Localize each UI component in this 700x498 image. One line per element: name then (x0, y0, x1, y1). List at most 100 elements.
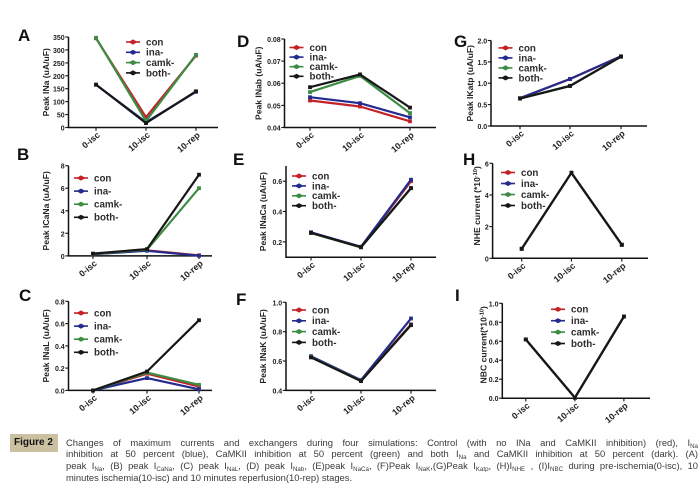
svg-text:2: 2 (485, 225, 489, 232)
svg-text:0.2: 0.2 (489, 377, 499, 384)
svg-text:0.0: 0.0 (489, 396, 499, 403)
svg-text:camk-: camk- (146, 58, 174, 69)
svg-text:10-isc: 10-isc (555, 401, 581, 425)
svg-text:8: 8 (61, 164, 65, 171)
svg-text:50: 50 (57, 113, 65, 120)
svg-text:10-rep: 10-rep (389, 129, 416, 154)
svg-text:6: 6 (61, 186, 65, 193)
svg-text:0.04: 0.04 (267, 126, 281, 133)
svg-text:0-isc: 0-isc (294, 130, 316, 151)
svg-text:D: D (237, 32, 249, 51)
svg-text:camk-: camk- (94, 200, 122, 211)
svg-text:con: con (146, 37, 163, 48)
svg-text:camk-: camk- (312, 327, 340, 338)
svg-text:1.0: 1.0 (272, 300, 282, 307)
svg-text:Peak IKatp (uA/uF): Peak IKatp (uA/uF) (465, 45, 475, 122)
svg-text:0.08: 0.08 (267, 37, 281, 44)
svg-text:both-: both- (94, 213, 118, 224)
svg-text:Peak INa (uA/uF): Peak INa (uA/uF) (41, 48, 51, 116)
svg-text:10-rep: 10-rep (175, 129, 202, 154)
svg-text:F: F (236, 290, 246, 309)
svg-text:ina-: ina- (94, 187, 111, 198)
svg-text:0.6: 0.6 (272, 179, 282, 186)
svg-text:1.0: 1.0 (477, 81, 487, 88)
svg-text:0-isc: 0-isc (77, 393, 99, 414)
svg-text:A: A (18, 26, 30, 45)
svg-text:both-: both- (310, 72, 334, 83)
svg-text:both-: both- (94, 348, 118, 359)
svg-text:0.6: 0.6 (489, 339, 499, 346)
svg-text:10-rep: 10-rep (600, 128, 627, 153)
svg-text:0-isc: 0-isc (77, 258, 99, 279)
svg-text:0.5: 0.5 (477, 103, 487, 110)
svg-text:I: I (455, 286, 460, 305)
svg-text:H: H (463, 150, 475, 169)
svg-text:0-isc: 0-isc (504, 128, 526, 149)
svg-text:con: con (310, 43, 327, 54)
svg-text:Peak INaK (uA/uF): Peak INaK (uA/uF) (258, 309, 268, 384)
svg-text:10-isc: 10-isc (127, 393, 153, 417)
svg-text:NBC current(*10-10): NBC current(*10-10) (478, 306, 488, 383)
svg-text:0.4: 0.4 (489, 358, 499, 365)
svg-text:0.05: 0.05 (267, 103, 281, 110)
svg-text:1.0: 1.0 (489, 301, 499, 308)
svg-text:10-isc: 10-isc (341, 260, 367, 284)
svg-text:0.0: 0.0 (477, 124, 487, 131)
svg-text:camk-: camk- (312, 191, 340, 202)
svg-text:both-: both- (571, 339, 595, 350)
svg-text:NHE current (*10-10): NHE current (*10-10) (472, 166, 482, 245)
svg-text:E: E (233, 150, 244, 169)
svg-text:2.0: 2.0 (477, 39, 487, 46)
svg-text:0.8: 0.8 (272, 330, 282, 337)
svg-text:4: 4 (485, 193, 489, 200)
svg-text:10-rep: 10-rep (390, 259, 417, 284)
svg-text:0.4: 0.4 (55, 344, 65, 351)
svg-text:10-rep: 10-rep (601, 260, 628, 285)
svg-text:both-: both- (312, 338, 336, 349)
svg-text:0.0: 0.0 (55, 388, 65, 395)
svg-text:camk-: camk- (519, 63, 547, 74)
svg-text:ina-: ina- (312, 316, 329, 327)
svg-text:10-rep: 10-rep (603, 400, 630, 425)
svg-text:150: 150 (53, 87, 65, 94)
svg-text:0.2: 0.2 (272, 240, 282, 247)
svg-text:0-isc: 0-isc (295, 393, 317, 414)
svg-text:camk-: camk- (521, 190, 549, 201)
svg-text:10-rep: 10-rep (178, 258, 205, 283)
svg-text:0.2: 0.2 (55, 366, 65, 373)
svg-text:0.07: 0.07 (267, 59, 281, 66)
svg-text:0: 0 (61, 254, 65, 261)
svg-text:2: 2 (61, 231, 65, 238)
svg-text:con: con (312, 171, 329, 182)
svg-text:10-isc: 10-isc (126, 130, 152, 154)
svg-text:C: C (19, 286, 31, 305)
svg-text:camk-: camk- (94, 335, 122, 346)
svg-text:100: 100 (53, 100, 65, 107)
svg-text:10-rep: 10-rep (178, 392, 205, 417)
svg-text:0: 0 (485, 256, 489, 263)
svg-text:10-isc: 10-isc (552, 261, 578, 285)
svg-text:ina-: ina- (571, 316, 588, 327)
svg-text:con: con (571, 305, 588, 316)
svg-text:both-: both- (519, 73, 543, 84)
svg-text:0-isc: 0-isc (510, 401, 532, 422)
svg-text:1.5: 1.5 (477, 60, 487, 67)
svg-text:10-rep: 10-rep (390, 392, 417, 417)
svg-text:0-isc: 0-isc (506, 261, 528, 282)
svg-text:both-: both- (521, 201, 545, 212)
svg-text:0.4: 0.4 (272, 210, 282, 217)
svg-text:ina-: ina- (310, 53, 327, 64)
svg-text:con: con (94, 308, 111, 319)
svg-text:Peak INab (uA/uF): Peak INab (uA/uF) (254, 46, 264, 120)
svg-text:con: con (521, 168, 538, 179)
svg-text:ina-: ina- (519, 53, 536, 64)
svg-text:0.6: 0.6 (55, 322, 65, 329)
svg-text:6: 6 (485, 161, 489, 168)
svg-text:ina-: ina- (146, 48, 163, 59)
svg-text:camk-: camk- (571, 328, 599, 339)
svg-text:G: G (454, 32, 467, 51)
svg-text:350: 350 (53, 35, 65, 42)
svg-text:B: B (17, 145, 29, 164)
svg-text:0.6: 0.6 (272, 359, 282, 366)
svg-text:ina-: ina- (521, 179, 538, 190)
